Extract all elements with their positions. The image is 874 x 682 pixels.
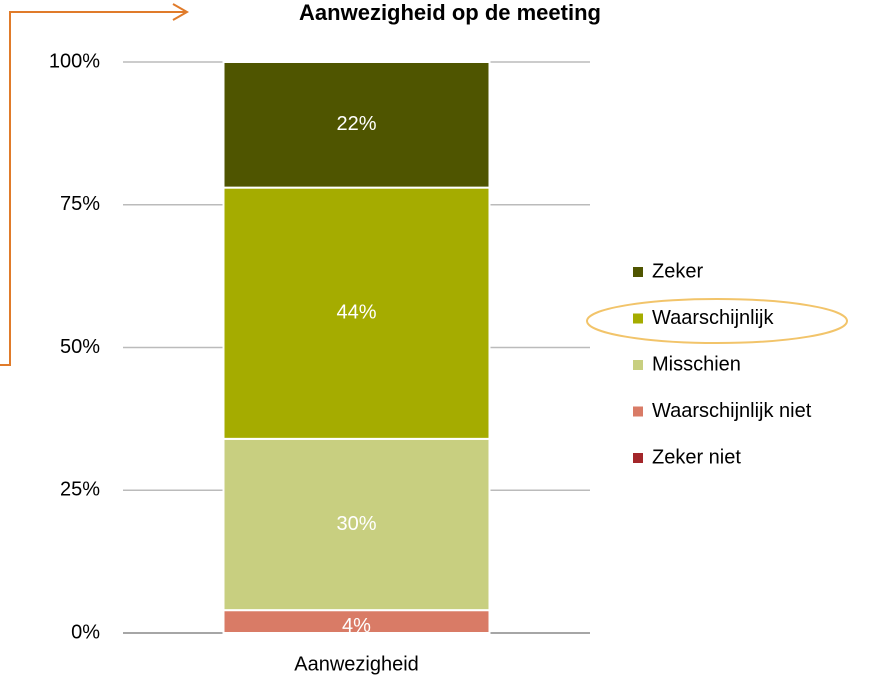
x-tick-label: Aanwezigheid [294, 653, 419, 675]
legend-swatch [633, 360, 643, 370]
y-tick-label: 0% [71, 621, 100, 643]
legend-label: Waarschijnlijk [652, 307, 775, 329]
data-label: 4% [342, 615, 371, 637]
legend-label: Waarschijnlijk niet [652, 400, 812, 422]
data-label: 44% [336, 302, 376, 324]
bar-segment [222, 186, 491, 440]
legend-label: Zeker [652, 260, 703, 282]
legend-swatch [633, 267, 643, 277]
y-tick-label: 75% [60, 193, 100, 215]
bar-segment [222, 437, 491, 612]
y-tick-label: 50% [60, 336, 100, 358]
y-tick-label: 100% [49, 50, 100, 72]
legend-swatch [633, 453, 643, 463]
data-label: 22% [336, 113, 376, 135]
legend-label: Zeker niet [652, 446, 741, 468]
data-label: 30% [336, 513, 376, 535]
arrow-head [172, 3, 190, 21]
chart-title: Aanwezigheid op de meeting [299, 0, 601, 25]
bar-segment [222, 61, 491, 189]
legend-label: Misschien [652, 353, 741, 375]
highlight-ellipse [586, 298, 848, 344]
legend-swatch [633, 406, 643, 417]
annotation-arrow [0, 11, 185, 366]
legend-swatch [633, 313, 643, 324]
y-tick-label: 25% [60, 479, 100, 501]
